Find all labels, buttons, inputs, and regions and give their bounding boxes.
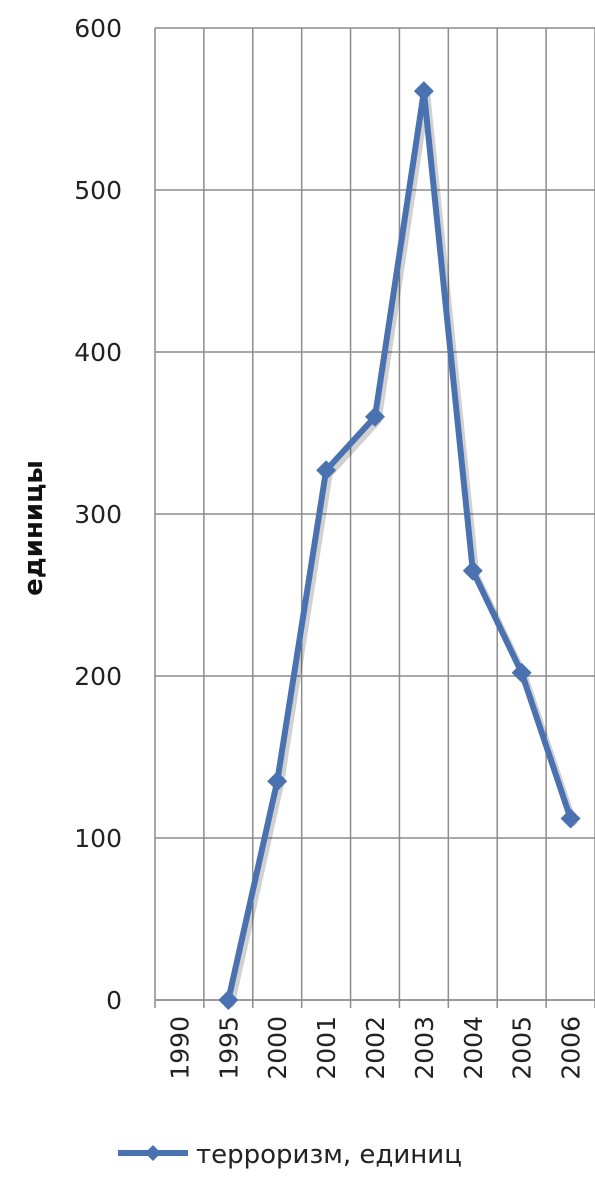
y-axis-ticks: 0 100 200 300 400 500 600 bbox=[74, 14, 122, 1015]
data-point-diamond bbox=[413, 81, 434, 102]
x-axis-ticks: 1990 1995 2000 2001 2002 2003 2004 2005 2006 bbox=[165, 1016, 585, 1080]
x-tick-label: 2004 bbox=[459, 1016, 488, 1080]
x-tick-label: 2002 bbox=[361, 1016, 390, 1080]
y-tick-label: 200 bbox=[74, 662, 122, 691]
x-tick-label: 2003 bbox=[410, 1016, 439, 1080]
x-tick-label: 2006 bbox=[557, 1016, 586, 1080]
data-point-diamond bbox=[511, 662, 532, 683]
y-tick-label: 600 bbox=[74, 14, 122, 43]
x-tick-label: 2000 bbox=[263, 1016, 292, 1080]
legend-label: терроризм, единиц bbox=[196, 1140, 462, 1170]
y-tick-label: 100 bbox=[74, 824, 122, 853]
legend: терроризм, единиц bbox=[118, 1140, 462, 1170]
series-line bbox=[225, 88, 574, 1003]
data-point-diamond bbox=[365, 406, 385, 427]
x-tick-label: 1990 bbox=[165, 1016, 194, 1080]
y-tick-label: 400 bbox=[74, 338, 122, 367]
x-tick-label: 1995 bbox=[214, 1016, 243, 1080]
y-tick-label: 500 bbox=[74, 176, 122, 205]
y-tick-label: 0 bbox=[106, 986, 122, 1015]
data-point-diamond bbox=[462, 560, 483, 581]
data-point-diamond bbox=[267, 771, 288, 792]
x-tick-label: 2001 bbox=[312, 1016, 341, 1080]
legend-marker-diamond bbox=[145, 1145, 161, 1161]
x-tick-label: 2005 bbox=[508, 1016, 537, 1080]
data-point-diamond bbox=[560, 808, 581, 829]
y-tick-label: 300 bbox=[74, 500, 122, 529]
data-point-diamond bbox=[316, 460, 337, 481]
y-axis-label: единицы bbox=[19, 460, 49, 596]
data-point-diamond bbox=[218, 990, 239, 1010]
gridlines bbox=[154, 27, 595, 1008]
series-terrorism bbox=[218, 81, 581, 1010]
